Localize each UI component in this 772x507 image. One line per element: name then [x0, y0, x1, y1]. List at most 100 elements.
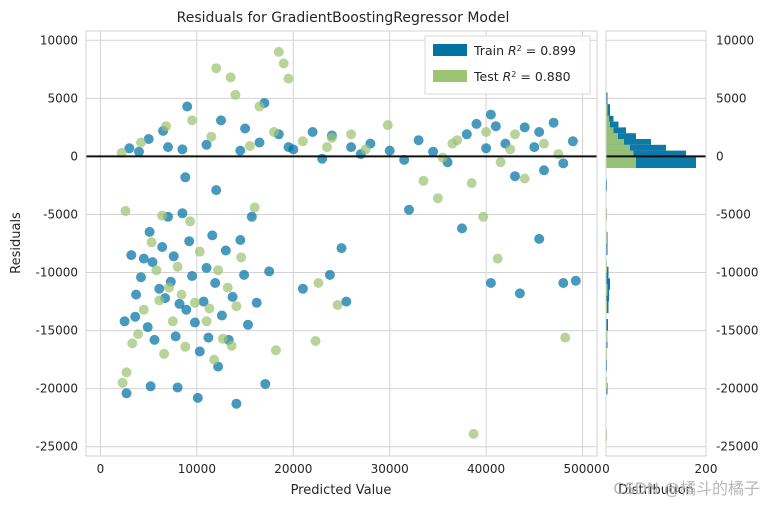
- test-point: [269, 127, 279, 137]
- legend-train-label: Train R2 = 0.899: [473, 43, 576, 58]
- x-tick-label: 0: [97, 462, 105, 476]
- test-point: [505, 144, 516, 155]
- histogram-x-ticks: 0 200: [602, 462, 717, 476]
- train-point: [134, 146, 144, 157]
- test-point: [151, 265, 162, 276]
- test-point: [117, 377, 128, 388]
- test-point: [278, 58, 289, 69]
- test-point: [273, 46, 284, 57]
- y-tick-label: -25000: [35, 440, 78, 454]
- test-point: [270, 345, 281, 356]
- histogram-y-tick-label: 10000: [716, 33, 754, 47]
- test-point: [510, 129, 520, 140]
- train-point: [182, 101, 193, 112]
- test-point: [310, 336, 321, 346]
- train-point: [216, 310, 227, 321]
- train-histogram-bar: [606, 150, 686, 157]
- train-point: [254, 137, 265, 148]
- legend-train-swatch: [433, 44, 467, 56]
- test-point: [249, 202, 260, 213]
- watermark: CSDN @橘斗的橘子: [613, 479, 760, 498]
- train-point: [481, 143, 492, 154]
- test-point: [127, 338, 138, 349]
- train-histogram-bar: [606, 139, 651, 145]
- train-point: [184, 236, 195, 247]
- histogram-y-tick-label: -5000: [716, 207, 751, 221]
- train-histogram-bar: [606, 104, 610, 116]
- histogram-x-tick-label: 0: [602, 462, 610, 476]
- test-point: [138, 304, 149, 315]
- x-axis-label: Predicted Value: [291, 483, 392, 498]
- train-point: [324, 269, 335, 280]
- y-axis-ticks: -25000 -20000 -15000 -10000 -5000 0 5000 10000: [35, 33, 78, 453]
- y-tick-label: 10000: [40, 33, 78, 47]
- train-point: [567, 136, 578, 147]
- train-point: [170, 331, 181, 342]
- test-histogram-bar: [606, 284, 608, 296]
- test-point: [172, 261, 183, 272]
- train-histogram-bar: [606, 115, 614, 122]
- train-point: [548, 117, 559, 128]
- train-point: [307, 127, 318, 137]
- train-point: [283, 142, 294, 153]
- test-point: [146, 237, 157, 248]
- test-point: [230, 89, 241, 100]
- test-point: [313, 278, 324, 288]
- test-histogram-bar: [606, 104, 608, 116]
- train-point: [142, 322, 153, 333]
- x-tick-label: 40000: [467, 462, 505, 476]
- train-point: [126, 250, 137, 261]
- test-histogram-bar: [606, 127, 614, 134]
- test-point: [159, 348, 170, 359]
- y-tick-label: -5000: [43, 207, 78, 221]
- train-point: [192, 392, 203, 403]
- test-point: [189, 297, 200, 308]
- train-point: [251, 297, 262, 308]
- train-point: [490, 121, 501, 132]
- test-point: [231, 301, 242, 312]
- test-histogram-bar: [606, 139, 624, 145]
- train-point: [147, 257, 158, 268]
- train-point: [144, 226, 155, 237]
- train-point: [143, 134, 154, 144]
- test-point: [201, 316, 212, 327]
- x-axis-ticks: 0 10000 20000 30000 40000 50000: [97, 462, 602, 476]
- x-tick-label: 20000: [274, 462, 312, 476]
- train-point: [514, 288, 525, 299]
- test-point: [121, 367, 132, 378]
- test-point: [326, 132, 337, 143]
- train-point: [207, 230, 218, 241]
- train-point: [177, 144, 188, 155]
- train-point: [457, 223, 467, 234]
- test-point: [206, 131, 217, 142]
- train-histogram-bar: [606, 243, 608, 256]
- test-point: [447, 138, 458, 149]
- train-point: [119, 316, 130, 327]
- train-histogram-bar: [606, 92, 608, 105]
- test-point: [432, 193, 443, 204]
- train-point: [246, 211, 257, 222]
- train-point: [485, 109, 496, 120]
- histogram-frame: [605, 30, 707, 457]
- train-point: [428, 146, 439, 157]
- train-point: [341, 296, 352, 307]
- legend-test-swatch: [433, 70, 467, 82]
- train-point: [174, 298, 185, 309]
- y-tick-label: -20000: [35, 382, 78, 396]
- test-point: [204, 303, 215, 314]
- test-point: [167, 316, 178, 327]
- test-point: [154, 295, 165, 306]
- train-point: [384, 145, 395, 156]
- train-point: [138, 253, 149, 264]
- test-point: [211, 63, 222, 74]
- histogram-y-ticks: -25000 -20000 -15000 -10000 -5000 0 5000 10000: [716, 33, 759, 453]
- histogram-y-tick-label: -10000: [716, 266, 759, 280]
- train-point: [145, 381, 156, 392]
- train-point: [216, 115, 226, 126]
- histogram-gridlines: [606, 39, 706, 448]
- train-histogram-bar: [606, 319, 608, 331]
- train-point: [570, 275, 581, 286]
- train-point: [154, 283, 165, 294]
- histogram-x-tick-label: 200: [695, 462, 718, 476]
- train-point: [121, 388, 132, 399]
